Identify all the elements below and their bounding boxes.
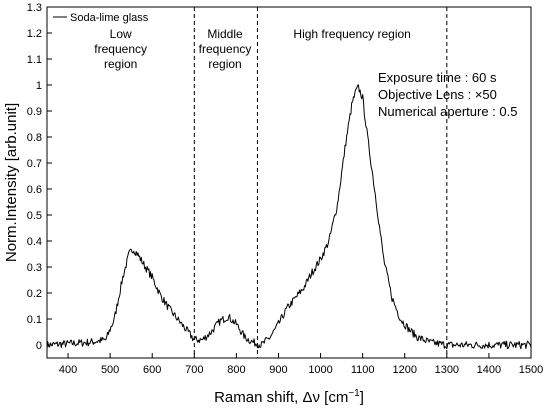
x-tick-label: 600 xyxy=(143,364,161,376)
region-label: High frequency region xyxy=(293,27,410,41)
y-tick-label: 0.6 xyxy=(27,184,42,196)
y-tick-label: 0.8 xyxy=(27,132,42,144)
x-tick-label: 1500 xyxy=(519,364,543,376)
y-tick-label: 1.1 xyxy=(27,54,42,66)
y-axis-title: Norm.Intensity [arb.unit] xyxy=(3,103,20,262)
y-tick-label: 0.1 xyxy=(27,314,42,326)
region-label: Middle frequency region xyxy=(199,27,252,71)
x-tick-label: 1200 xyxy=(392,364,416,376)
x-axis-title-main: Raman shift, Δν [cm xyxy=(214,389,348,406)
y-tick-label: 1 xyxy=(36,80,42,92)
y-tick-label: 0.2 xyxy=(27,288,42,300)
x-tick-label: 1000 xyxy=(308,364,332,376)
x-axis-title-end: ] xyxy=(360,389,364,406)
y-tick-label: 0.3 xyxy=(27,262,42,274)
y-axis-ticks: 0 0.1 0.2 0.3 0.4 0.5 0.6 0.7 0.8 0.9 1 1.1 1.2 1.3 xyxy=(27,2,52,352)
x-tick-label: 1300 xyxy=(435,364,459,376)
x-tick-label: 700 xyxy=(185,364,203,376)
y-tick-label: 0.9 xyxy=(27,106,42,118)
region-label: Low frequency region xyxy=(94,27,147,71)
x-tick-label: 800 xyxy=(227,364,245,376)
region-dividers xyxy=(193,7,448,358)
x-tick-label: 900 xyxy=(269,364,287,376)
region-label-line: frequency xyxy=(94,42,147,56)
x-tick-label: 400 xyxy=(59,364,77,376)
x-tick-label: 1100 xyxy=(351,364,375,376)
x-axis-ticks: 400 500 600 700 800 900 1000 1100 1200 1300 1400 15… xyxy=(59,353,543,376)
region-label-line: High frequency region xyxy=(293,27,410,41)
region-label-line: frequency xyxy=(199,42,252,56)
y-tick-label: 0.4 xyxy=(27,236,42,248)
plot-frame xyxy=(46,6,532,359)
legend-label: Soda-lime glass xyxy=(70,12,149,24)
y-tick-label: 1.2 xyxy=(27,28,42,40)
x-axis-title-superscript: −1 xyxy=(348,388,360,399)
annotation-text: Numerical aperture : 0.5 xyxy=(378,104,517,119)
y-tick-label: 1.3 xyxy=(27,2,42,14)
region-label-line: region xyxy=(208,57,241,71)
y-tick-label: 0.7 xyxy=(27,158,42,170)
region-label-line: Low xyxy=(110,27,132,41)
x-tick-label: 1400 xyxy=(477,364,501,376)
x-axis-title: Raman shift, Δν [cm−1] xyxy=(214,388,364,406)
legend: Soda-lime glass xyxy=(53,12,149,24)
series-line-soda-lime-glass xyxy=(46,84,532,350)
region-label-line: Middle xyxy=(207,27,243,41)
series-layer xyxy=(46,84,532,350)
annotation-text: Objective Lens : ×50 xyxy=(378,87,497,102)
x-tick-label: 500 xyxy=(101,364,119,376)
region-label-line: region xyxy=(104,57,137,71)
y-tick-label: 0 xyxy=(36,340,42,352)
measurement-annotations: Exposure time : 60 s Objective Lens : ×50… xyxy=(378,70,517,119)
y-tick-label: 0.5 xyxy=(27,210,42,222)
annotation-text: Exposure time : 60 s xyxy=(378,70,497,85)
